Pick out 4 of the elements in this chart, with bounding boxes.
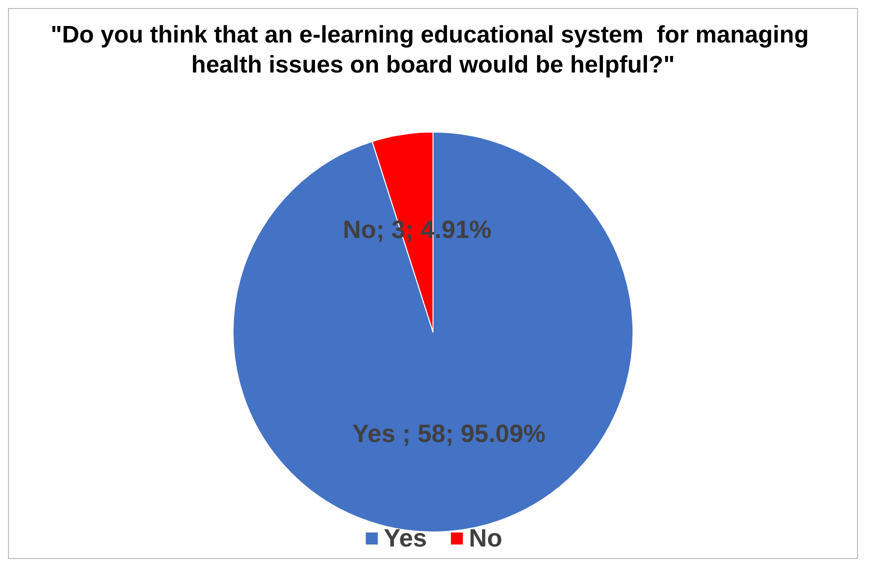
legend-label: No <box>468 524 502 552</box>
data-label: Yes ; 58; 95.09% <box>352 420 546 448</box>
legend-label: Yes <box>384 524 427 552</box>
chart-title: "Do you think that an e-learning educational system for managing health issues on board would be helpful?" <box>50 22 816 78</box>
